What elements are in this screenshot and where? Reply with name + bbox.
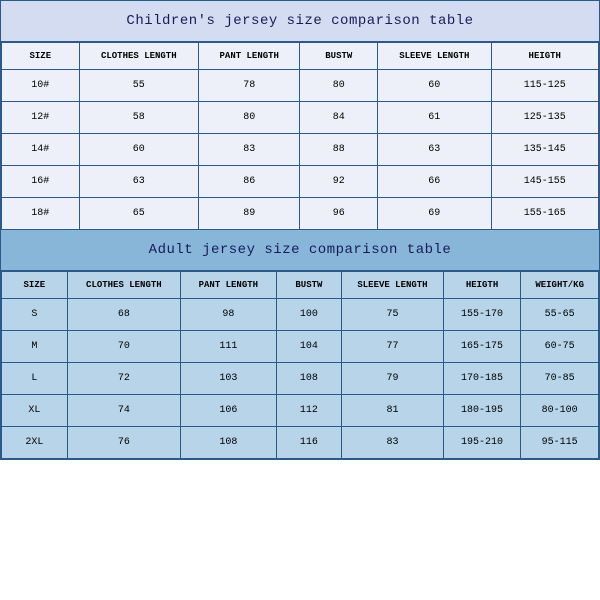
table-cell: 58 <box>79 102 198 134</box>
table-row: 2XL7610811683195-21095-115 <box>2 427 599 459</box>
table-cell: 80 <box>300 70 378 102</box>
table-cell: 98 <box>181 299 277 331</box>
table-cell: 165-175 <box>443 331 521 363</box>
adult-col-header: PANT LENGTH <box>181 272 277 299</box>
adult-table-title: Adult jersey size comparison table <box>1 230 599 271</box>
table-cell: 104 <box>276 331 342 363</box>
table-cell: 69 <box>378 198 491 230</box>
table-cell: 14# <box>2 134 80 166</box>
table-row: 18#65899669155-165 <box>2 198 599 230</box>
table-cell: L <box>2 363 68 395</box>
table-cell: 81 <box>342 395 443 427</box>
table-cell: 78 <box>199 70 300 102</box>
table-cell: 95-115 <box>521 427 599 459</box>
table-cell: 68 <box>67 299 180 331</box>
children-col-header: SLEEVE LENGTH <box>378 43 491 70</box>
table-cell: 195-210 <box>443 427 521 459</box>
table-cell: 75 <box>342 299 443 331</box>
table-cell: 12# <box>2 102 80 134</box>
table-cell: 84 <box>300 102 378 134</box>
table-row: 14#60838863135-145 <box>2 134 599 166</box>
table-cell: 145-155 <box>491 166 598 198</box>
adult-header-row: SIZECLOTHES LENGTHPANT LENGTHBUSTWSLEEVE… <box>2 272 599 299</box>
table-cell: 80 <box>199 102 300 134</box>
table-cell: 60 <box>79 134 198 166</box>
table-cell: S <box>2 299 68 331</box>
table-cell: 115-125 <box>491 70 598 102</box>
table-cell: 88 <box>300 134 378 166</box>
table-cell: 170-185 <box>443 363 521 395</box>
adult-col-header: BUSTW <box>276 272 342 299</box>
adult-size-table: SIZECLOTHES LENGTHPANT LENGTHBUSTWSLEEVE… <box>1 271 599 459</box>
table-cell: 65 <box>79 198 198 230</box>
table-cell: 18# <box>2 198 80 230</box>
table-cell: 61 <box>378 102 491 134</box>
table-cell: 79 <box>342 363 443 395</box>
table-cell: 77 <box>342 331 443 363</box>
table-row: S689810075155-17055-65 <box>2 299 599 331</box>
table-cell: 16# <box>2 166 80 198</box>
table-cell: XL <box>2 395 68 427</box>
table-row: 12#58808461125-135 <box>2 102 599 134</box>
children-col-header: BUSTW <box>300 43 378 70</box>
table-cell: 66 <box>378 166 491 198</box>
table-cell: 155-170 <box>443 299 521 331</box>
adult-col-header: SIZE <box>2 272 68 299</box>
table-cell: 180-195 <box>443 395 521 427</box>
children-table-title: Children's jersey size comparison table <box>1 1 599 42</box>
table-cell: 70 <box>67 331 180 363</box>
table-row: 16#63869266145-155 <box>2 166 599 198</box>
table-cell: 55 <box>79 70 198 102</box>
table-row: L7210310879170-18570-85 <box>2 363 599 395</box>
table-cell: 108 <box>181 427 277 459</box>
children-col-header: PANT LENGTH <box>199 43 300 70</box>
adult-col-header: HEIGTH <box>443 272 521 299</box>
children-col-header: SIZE <box>2 43 80 70</box>
table-cell: 55-65 <box>521 299 599 331</box>
children-col-header: HEIGTH <box>491 43 598 70</box>
table-cell: 108 <box>276 363 342 395</box>
children-table-body: 10#55788060115-12512#58808461125-13514#6… <box>2 70 599 230</box>
table-cell: 76 <box>67 427 180 459</box>
adult-col-header: WEIGHT/KG <box>521 272 599 299</box>
table-cell: 60 <box>378 70 491 102</box>
table-cell: 2XL <box>2 427 68 459</box>
table-row: M7011110477165-17560-75 <box>2 331 599 363</box>
table-cell: 111 <box>181 331 277 363</box>
table-cell: 63 <box>378 134 491 166</box>
table-cell: 10# <box>2 70 80 102</box>
table-cell: 106 <box>181 395 277 427</box>
adult-col-header: CLOTHES LENGTH <box>67 272 180 299</box>
table-cell: 89 <box>199 198 300 230</box>
table-cell: 83 <box>199 134 300 166</box>
table-cell: 92 <box>300 166 378 198</box>
children-col-header: CLOTHES LENGTH <box>79 43 198 70</box>
table-cell: 80-100 <box>521 395 599 427</box>
table-cell: 70-85 <box>521 363 599 395</box>
table-cell: 112 <box>276 395 342 427</box>
table-cell: 103 <box>181 363 277 395</box>
table-cell: 86 <box>199 166 300 198</box>
children-header-row: SIZECLOTHES LENGTHPANT LENGTHBUSTWSLEEVE… <box>2 43 599 70</box>
table-cell: 60-75 <box>521 331 599 363</box>
size-tables-container: Children's jersey size comparison table … <box>0 0 600 460</box>
table-cell: M <box>2 331 68 363</box>
table-row: XL7410611281180-19580-100 <box>2 395 599 427</box>
table-cell: 63 <box>79 166 198 198</box>
table-cell: 96 <box>300 198 378 230</box>
table-cell: 83 <box>342 427 443 459</box>
table-row: 10#55788060115-125 <box>2 70 599 102</box>
adult-col-header: SLEEVE LENGTH <box>342 272 443 299</box>
table-cell: 116 <box>276 427 342 459</box>
table-cell: 74 <box>67 395 180 427</box>
table-cell: 72 <box>67 363 180 395</box>
table-cell: 125-135 <box>491 102 598 134</box>
adult-table-body: S689810075155-17055-65M7011110477165-175… <box>2 299 599 459</box>
children-size-table: SIZECLOTHES LENGTHPANT LENGTHBUSTWSLEEVE… <box>1 42 599 230</box>
table-cell: 135-145 <box>491 134 598 166</box>
table-cell: 155-165 <box>491 198 598 230</box>
table-cell: 100 <box>276 299 342 331</box>
